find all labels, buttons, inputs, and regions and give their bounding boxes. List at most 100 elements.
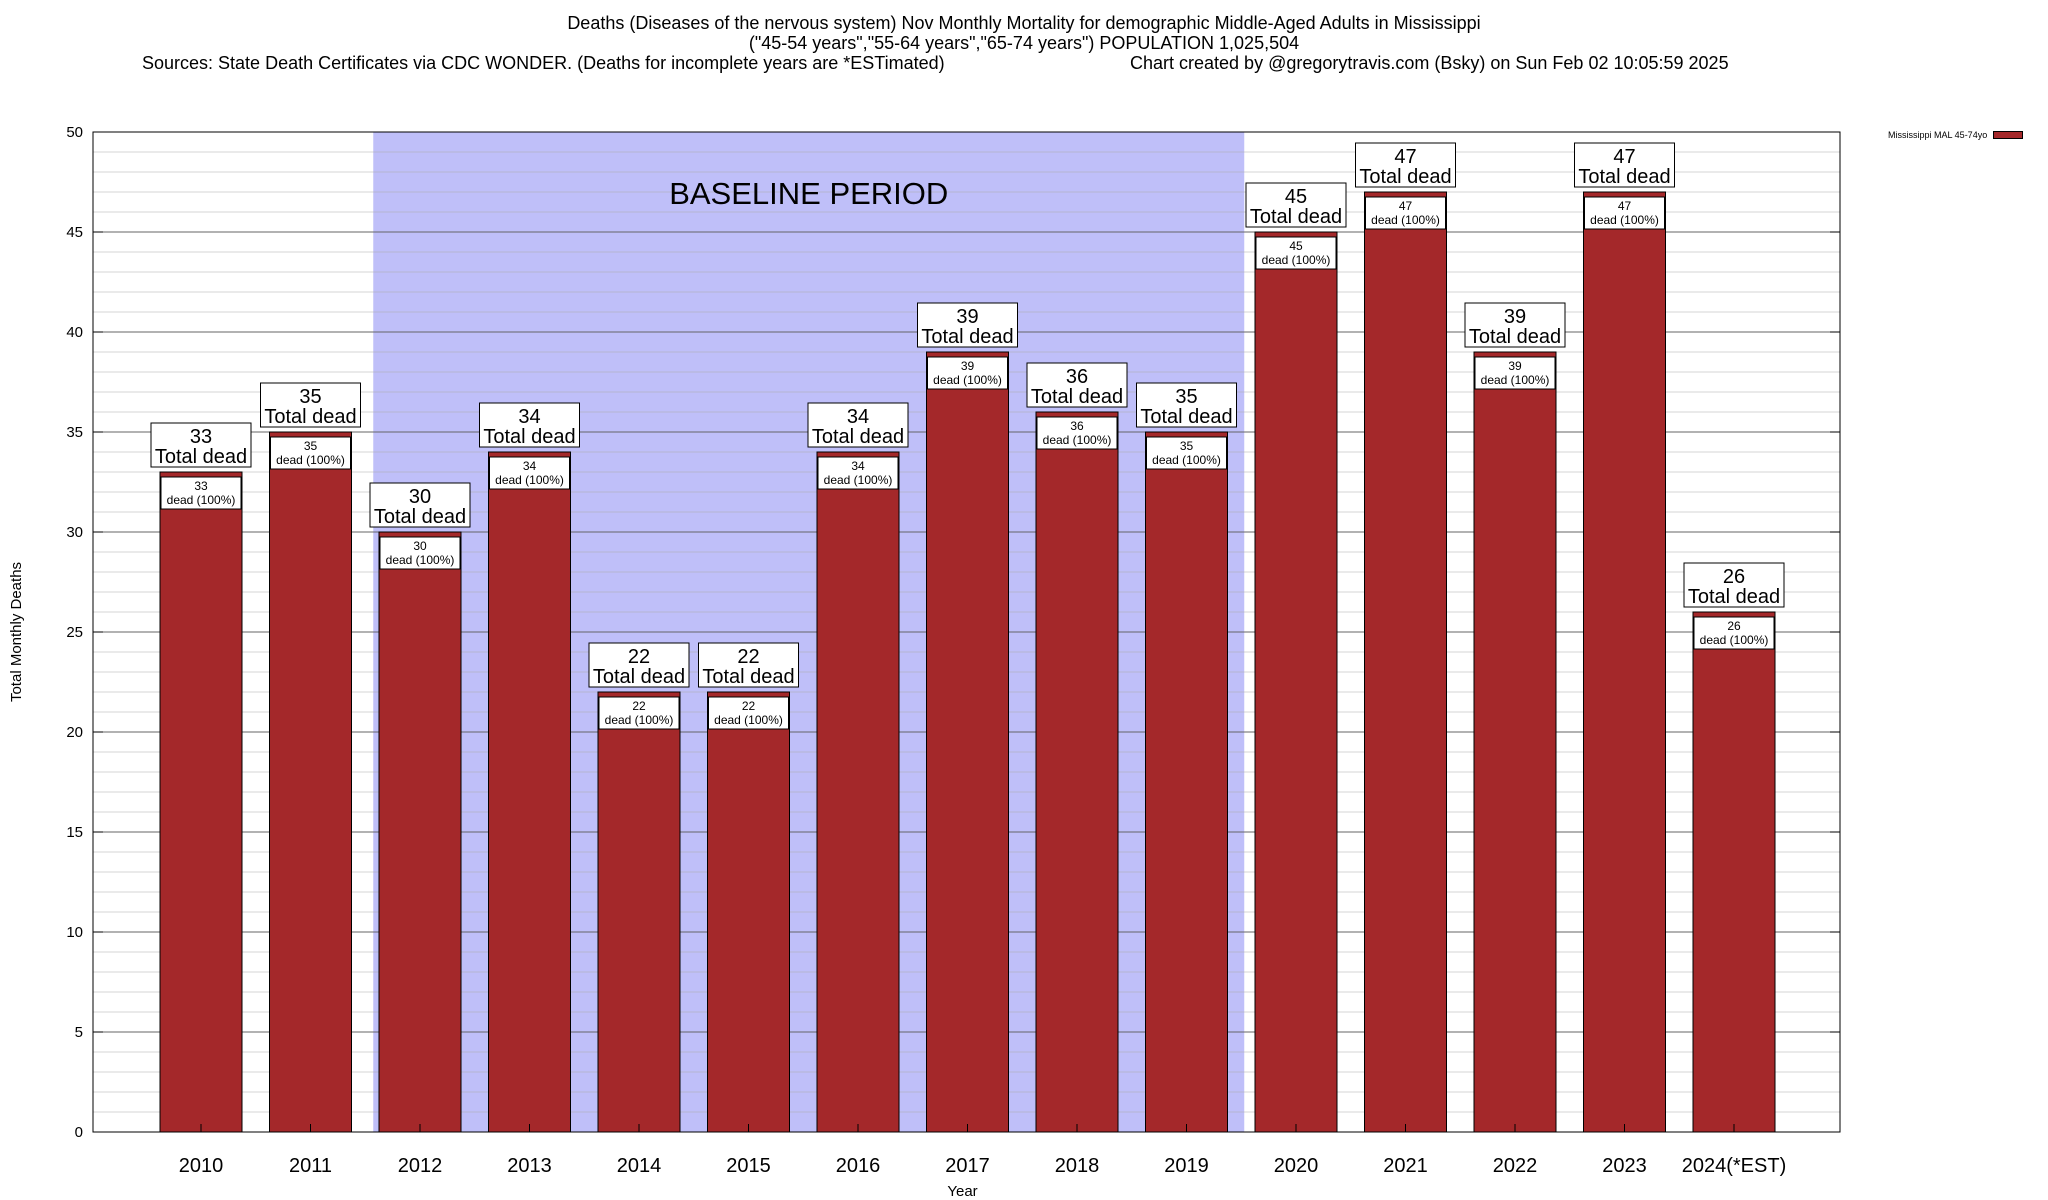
- y-tick-label: 35: [66, 424, 83, 441]
- bar-inner-percent-label: dead (100%): [1481, 373, 1550, 387]
- bar-inner-percent-label: dead (100%): [1371, 213, 1440, 227]
- y-tick-label: 15: [66, 824, 83, 841]
- bar-inner-percent-label: dead (100%): [714, 713, 783, 727]
- bar-inner-value-label: 39: [961, 359, 975, 373]
- bar: [926, 351, 1009, 1133]
- bar-total-value-label: 45: [1285, 186, 1307, 208]
- bar-total-value-label: 26: [1723, 566, 1745, 588]
- bar-total-value-label: 33: [190, 426, 212, 448]
- bar: [1254, 231, 1338, 1133]
- bar: [159, 471, 243, 1133]
- bar-inner-value-label: 34: [523, 459, 537, 473]
- bar-total-caption-label: Total dead: [264, 406, 356, 428]
- bar-inner-label-box: [160, 476, 242, 510]
- bar: [1145, 431, 1228, 1133]
- bar-inner-value-label: 35: [304, 439, 318, 453]
- bar-inner-percent-label: dead (100%): [605, 713, 674, 727]
- bar: [488, 451, 571, 1133]
- bar-inner-percent-label: dead (100%): [1590, 213, 1659, 227]
- bar-total-value-label: 34: [847, 406, 869, 428]
- bar-total-value-label: 30: [409, 486, 431, 508]
- bar-inner-value-label: 22: [632, 699, 646, 713]
- plot-frame: [92, 131, 1841, 1133]
- bar-inner-percent-label: dead (100%): [1043, 433, 1112, 447]
- bar: [269, 431, 352, 1133]
- x-tick-label: 2024(*EST): [1682, 1155, 1787, 1177]
- bar-total-label-box: [260, 382, 361, 428]
- chart-sources: Sources: State Death Certificates via CD…: [142, 53, 945, 73]
- bar: [378, 531, 462, 1133]
- bar: [1364, 191, 1447, 1133]
- baseline-band-label: BASELINE PERIOD: [669, 176, 948, 211]
- bar-inner-value-label: 35: [1180, 439, 1194, 453]
- y-tick-label: 5: [75, 1024, 83, 1041]
- bar-inner-label-box: [1365, 196, 1446, 230]
- bar-total-label-box: [369, 482, 471, 528]
- bar-inner-value-label: 47: [1399, 199, 1413, 213]
- bar-total-value-label: 35: [1175, 386, 1197, 408]
- y-tick-label: 40: [66, 324, 83, 341]
- bar-total-caption-label: Total dead: [921, 326, 1013, 348]
- bar-total-label-box: [1245, 182, 1347, 228]
- bar-inner-value-label: 26: [1727, 619, 1741, 633]
- bar: [1583, 191, 1666, 1133]
- bar: [707, 691, 790, 1133]
- bar-total-label-box: [1355, 142, 1456, 188]
- y-tick-label: 30: [66, 524, 83, 541]
- y-tick-label: 50: [66, 124, 83, 141]
- y-axis-label: Total Monthly Deaths: [8, 562, 25, 702]
- bar-total-caption-label: Total dead: [483, 426, 575, 448]
- bar-inner-label-box: [1146, 436, 1227, 470]
- bar: [597, 691, 681, 1133]
- bar-inner-percent-label: dead (100%): [824, 473, 893, 487]
- bar-inner-percent-label: dead (100%): [1152, 453, 1221, 467]
- chart-credit: Chart created by @gregorytravis.com (Bsk…: [1130, 53, 1729, 73]
- bar-inner-value-label: 22: [742, 699, 756, 713]
- x-tick-label: 2017: [945, 1155, 990, 1177]
- legend: Mississippi MAL 45-74yo: [1888, 130, 2024, 140]
- bar-inner-value-label: 45: [1289, 239, 1303, 253]
- bar-total-caption-label: Total dead: [812, 426, 904, 448]
- x-tick-label: 2021: [1383, 1155, 1428, 1177]
- y-tick-label: 45: [66, 224, 83, 241]
- bar-total-label-box: [1683, 562, 1785, 608]
- y-tick-label: 20: [66, 724, 83, 741]
- bar-total-value-label: 22: [737, 646, 759, 668]
- bar-inner-label-box: [270, 436, 351, 470]
- bar: [1035, 411, 1119, 1133]
- bar-inner-percent-label: dead (100%): [276, 453, 345, 467]
- x-tick-label: 2016: [836, 1155, 881, 1177]
- bar-total-value-label: 39: [1504, 306, 1526, 328]
- bar-inner-label-box: [1036, 416, 1118, 450]
- bar-total-value-label: 35: [299, 386, 321, 408]
- bar-inner-percent-label: dead (100%): [495, 473, 564, 487]
- bar-total-caption-label: Total dead: [1031, 386, 1123, 408]
- bar-total-caption-label: Total dead: [593, 666, 685, 688]
- bar-total-label-box: [1574, 142, 1675, 188]
- bar: [1692, 611, 1776, 1133]
- bar-total-label-box: [1464, 302, 1566, 348]
- bar-total-caption-label: Total dead: [155, 446, 247, 468]
- y-tick-label: 25: [66, 624, 83, 641]
- bar-total-value-label: 47: [1394, 146, 1416, 168]
- bar-inner-label-box: [1584, 196, 1665, 230]
- y-tick-label: 0: [75, 1124, 83, 1141]
- bar-total-value-label: 34: [518, 406, 540, 428]
- bar-inner-percent-label: dead (100%): [1700, 633, 1769, 647]
- x-tick-label: 2010: [179, 1155, 224, 1177]
- bar-inner-label-box: [1693, 616, 1775, 650]
- bar: [816, 451, 900, 1133]
- bar-inner-percent-label: dead (100%): [167, 493, 236, 507]
- bar-inner-label-box: [817, 456, 899, 490]
- bar-total-label-box: [1026, 362, 1128, 408]
- chart-title-line1: Deaths (Diseases of the nervous system) …: [567, 13, 1481, 33]
- bar-total-value-label: 47: [1613, 146, 1635, 168]
- bar-total-caption-label: Total dead: [1140, 406, 1232, 428]
- bar-total-caption-label: Total dead: [702, 666, 794, 688]
- x-tick-label: 2011: [289, 1155, 332, 1177]
- bar-total-caption-label: Total dead: [1578, 166, 1670, 188]
- bar-total-value-label: 36: [1066, 366, 1088, 388]
- bar-total-caption-label: Total dead: [1688, 586, 1780, 608]
- bar-inner-value-label: 34: [851, 459, 865, 473]
